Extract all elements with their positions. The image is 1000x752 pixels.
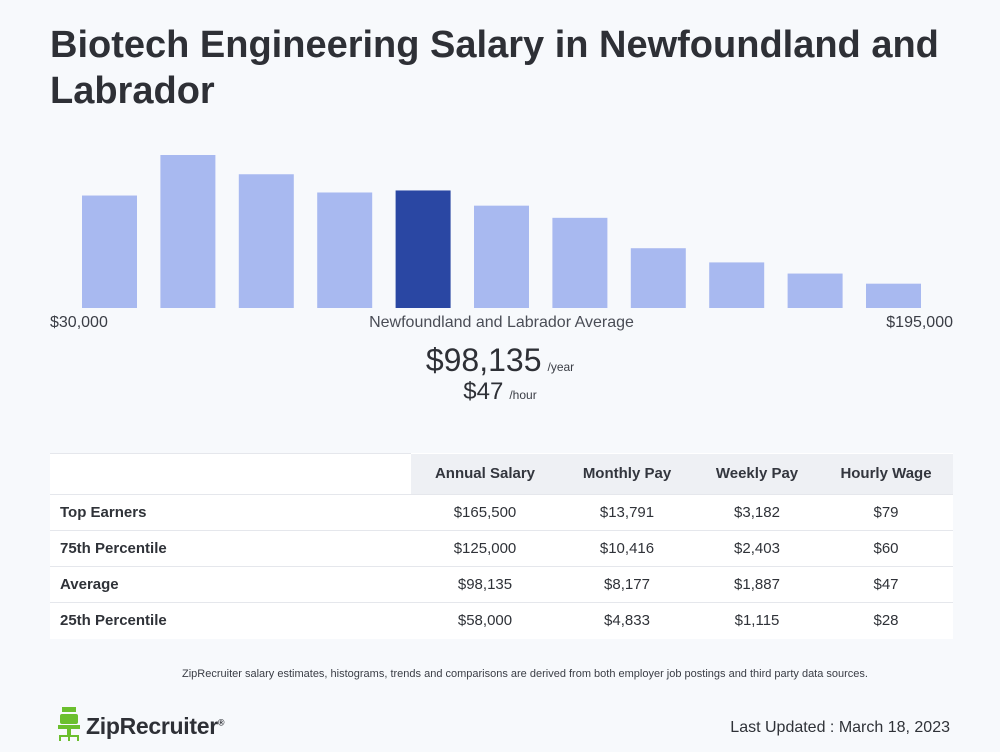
average-hourly-amount: $47 xyxy=(463,378,504,405)
average-annual-amount: $98,135 xyxy=(425,342,542,378)
average-annual: $98,135/year xyxy=(0,342,1000,379)
table-row: Average $98,135 $8,177 $1,887 $47 xyxy=(50,566,953,603)
salary-table: Annual Salary Monthly Pay Weekly Pay Hou… xyxy=(50,453,953,639)
histogram-bar xyxy=(474,205,529,308)
header-hourly-wage: Hourly Wage xyxy=(819,453,953,495)
hourly-wage-cell: $47 xyxy=(819,566,953,603)
table-row: 75th Percentile $125,000 $10,416 $2,403 … xyxy=(50,530,953,567)
salary-histogram xyxy=(50,140,953,308)
average-hourly-unit: /hour xyxy=(509,388,537,402)
hourly-wage-cell: $79 xyxy=(819,494,953,531)
axis-min-label: $30,000 xyxy=(50,314,108,331)
row-label: Top Earners xyxy=(50,494,411,531)
histogram-axis: $30,000 Newfoundland and Labrador Averag… xyxy=(50,314,953,334)
logo-registered-mark: ® xyxy=(217,716,225,727)
logo-text: ZipRecruiter xyxy=(86,712,218,739)
table-header-row: Annual Salary Monthly Pay Weekly Pay Hou… xyxy=(50,453,953,495)
annual-salary-cell: $125,000 xyxy=(411,530,559,567)
table-row: 25th Percentile $58,000 $4,833 $1,115 $2… xyxy=(50,602,953,639)
histogram-bar xyxy=(787,273,843,308)
header-monthly-pay: Monthly Pay xyxy=(559,453,695,495)
average-hourly: $47/hour xyxy=(0,378,1000,406)
annual-salary-cell: $98,135 xyxy=(411,566,559,603)
row-label: 25th Percentile xyxy=(50,602,411,639)
row-label: 75th Percentile xyxy=(50,530,411,567)
axis-max-label: $195,000 xyxy=(886,314,953,331)
histogram-bar xyxy=(160,155,216,308)
logo-wordmark: ZipRecruiter® xyxy=(86,712,225,740)
hourly-wage-cell: $60 xyxy=(819,530,953,567)
annual-salary-cell: $58,000 xyxy=(411,602,559,639)
monthly-pay-cell: $8,177 xyxy=(559,566,695,603)
histogram-svg xyxy=(82,155,921,308)
header-annual-salary: Annual Salary xyxy=(411,453,559,495)
header-blank xyxy=(50,453,411,495)
histogram-bar xyxy=(552,217,608,308)
weekly-pay-cell: $1,887 xyxy=(695,566,819,603)
histogram-bar xyxy=(238,174,294,308)
header-weekly-pay: Weekly Pay xyxy=(695,453,819,495)
page-title: Biotech Engineering Salary in Newfoundla… xyxy=(50,24,939,112)
table-row: Top Earners $165,500 $13,791 $3,182 $79 xyxy=(50,494,953,531)
histogram-bar-average xyxy=(395,190,451,308)
last-updated: Last Updated : March 18, 2023 xyxy=(730,719,950,736)
histogram-bar xyxy=(866,283,921,308)
average-annual-unit: /year xyxy=(547,360,575,374)
monthly-pay-cell: $4,833 xyxy=(559,602,695,639)
weekly-pay-cell: $2,403 xyxy=(695,530,819,567)
disclaimer-text: ZipRecruiter salary estimates, histogram… xyxy=(182,668,868,680)
monthly-pay-cell: $10,416 xyxy=(559,530,695,567)
weekly-pay-cell: $1,115 xyxy=(695,602,819,639)
histogram-bar xyxy=(630,248,686,308)
weekly-pay-cell: $3,182 xyxy=(695,494,819,531)
ziprecruiter-chair-icon xyxy=(58,706,80,746)
monthly-pay-cell: $13,791 xyxy=(559,494,695,531)
annual-salary-cell: $165,500 xyxy=(411,494,559,531)
average-label: Newfoundland and Labrador Average xyxy=(369,314,634,331)
histogram-bar xyxy=(317,192,373,308)
ziprecruiter-logo[interactable]: ZipRecruiter® xyxy=(58,706,225,746)
row-label: Average xyxy=(50,566,411,603)
histogram-bar xyxy=(709,262,765,308)
histogram-bar xyxy=(82,195,137,308)
hourly-wage-cell: $28 xyxy=(819,602,953,639)
